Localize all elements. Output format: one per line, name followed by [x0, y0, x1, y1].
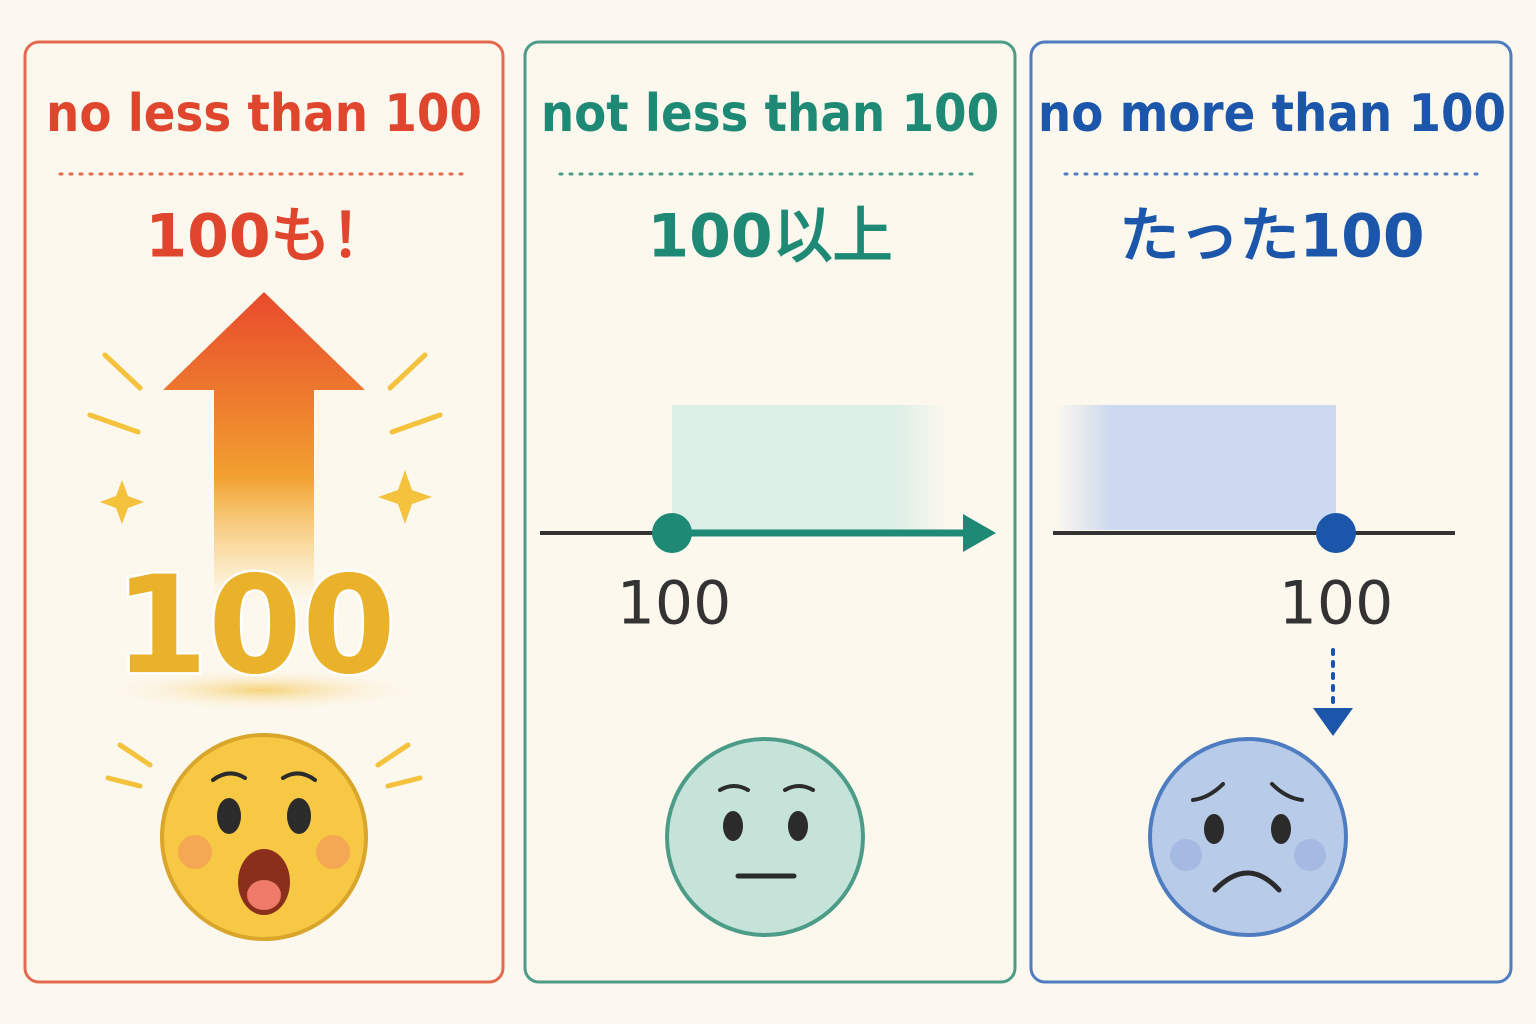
neutral-face [665, 737, 865, 937]
number-label: 100 [617, 569, 732, 639]
panel-no-more: no more than 100 たった100 100 [1029, 40, 1513, 984]
range-area [1055, 405, 1336, 530]
point [652, 513, 692, 553]
panel-title: no more than 100 [1038, 84, 1506, 144]
panel-title: not less than 100 [541, 84, 999, 144]
surprised-face [160, 733, 368, 941]
arrow-head [963, 514, 996, 552]
panel-no-less: no less than 100 100も！ 100 [23, 40, 505, 984]
point [1316, 513, 1356, 553]
sad-face [1148, 737, 1348, 937]
glow [97, 668, 427, 712]
burst-lines [87, 352, 443, 789]
panel-subtitle: 100も！ [145, 202, 390, 272]
number-label: 100 [1279, 569, 1394, 639]
panel-subtitle: たった100 [1119, 202, 1424, 272]
arrow-head [1313, 708, 1353, 736]
panel-not-less: not less than 100 100以上 100 [523, 40, 1017, 984]
up-arrow [163, 292, 365, 600]
big-number: 100 [114, 547, 396, 704]
range-area [672, 405, 950, 530]
panel-subtitle: 100以上 [647, 202, 892, 272]
panel-title: no less than 100 [46, 84, 482, 144]
